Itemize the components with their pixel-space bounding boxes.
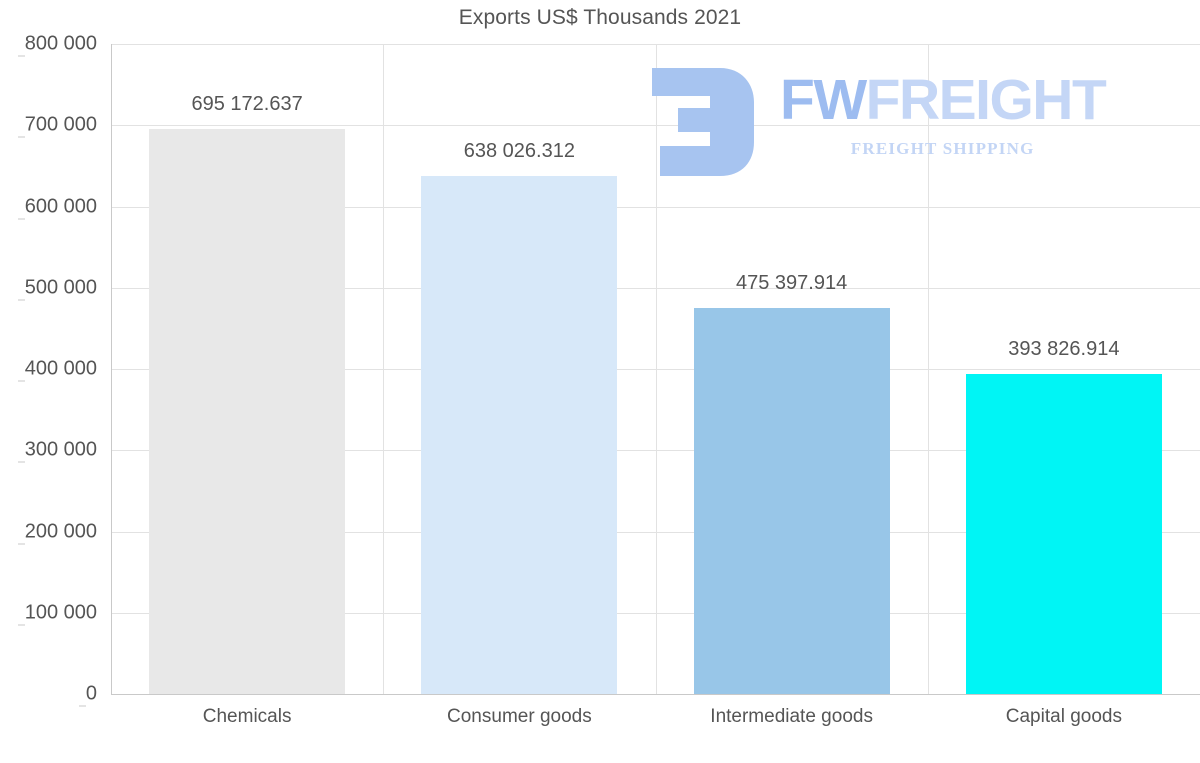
y-axis-tick-label: 800 000 bbox=[17, 33, 97, 57]
gridline-horizontal bbox=[111, 612, 1200, 614]
y-axis-tick-label: 500 000 bbox=[17, 276, 97, 301]
bar[interactable] bbox=[421, 175, 618, 694]
y-axis-tick-mark bbox=[78, 705, 86, 707]
gridline-vertical bbox=[383, 44, 384, 694]
chart-title: Exports US$ Thousands 2021 bbox=[458, 6, 742, 29]
bar-value-label: 475 397.914 bbox=[736, 271, 848, 294]
y-axis-tick-mark bbox=[17, 218, 25, 219]
x-axis-tick-label: Consumer goods bbox=[447, 706, 592, 727]
plot-area bbox=[111, 44, 1200, 695]
y-axis-tick-mark bbox=[17, 55, 25, 57]
y-axis-tick-label: 300 000 bbox=[17, 439, 97, 463]
y-axis-tick-mark bbox=[17, 624, 25, 626]
bar-value-label: 638 026.312 bbox=[463, 139, 575, 162]
y-axis-tick-label: 700 000 bbox=[17, 114, 97, 138]
gridline-horizontal bbox=[111, 44, 1200, 45]
y-axis-tick-label: 600 000 bbox=[17, 195, 97, 219]
x-axis-tick-label: Chemicals bbox=[202, 706, 292, 727]
gridline-vertical bbox=[656, 44, 657, 694]
bar[interactable] bbox=[693, 307, 890, 694]
y-axis-tick-mark bbox=[17, 461, 25, 463]
gridline-horizontal bbox=[111, 369, 1200, 370]
gridline-horizontal bbox=[111, 206, 1200, 208]
bar[interactable] bbox=[149, 129, 346, 694]
bar[interactable] bbox=[965, 374, 1162, 694]
gridline-horizontal bbox=[111, 287, 1200, 289]
gridline-horizontal bbox=[111, 531, 1200, 533]
y-axis-tick-label: 200 000 bbox=[17, 520, 97, 544]
gridline-horizontal bbox=[111, 450, 1200, 452]
y-axis-tick-mark bbox=[17, 543, 25, 544]
y-axis-tick-mark bbox=[17, 136, 25, 138]
y-axis-tick-mark bbox=[17, 299, 25, 301]
gridline-vertical bbox=[928, 44, 929, 694]
x-axis-tick-label: Capital goods bbox=[1005, 706, 1122, 727]
bar-value-label: 695 172.637 bbox=[191, 93, 303, 116]
y-axis-tick-label: 400 000 bbox=[17, 358, 97, 382]
y-axis-line bbox=[111, 44, 112, 694]
gridline-horizontal bbox=[111, 694, 1200, 695]
x-axis-tick-label: Intermediate goods bbox=[710, 706, 873, 727]
y-axis-tick-mark bbox=[17, 380, 25, 382]
y-axis-tick-label: 0 bbox=[78, 683, 97, 707]
bar-value-label: 393 826.914 bbox=[1008, 338, 1120, 361]
y-axis-tick-label: 100 000 bbox=[17, 601, 97, 626]
